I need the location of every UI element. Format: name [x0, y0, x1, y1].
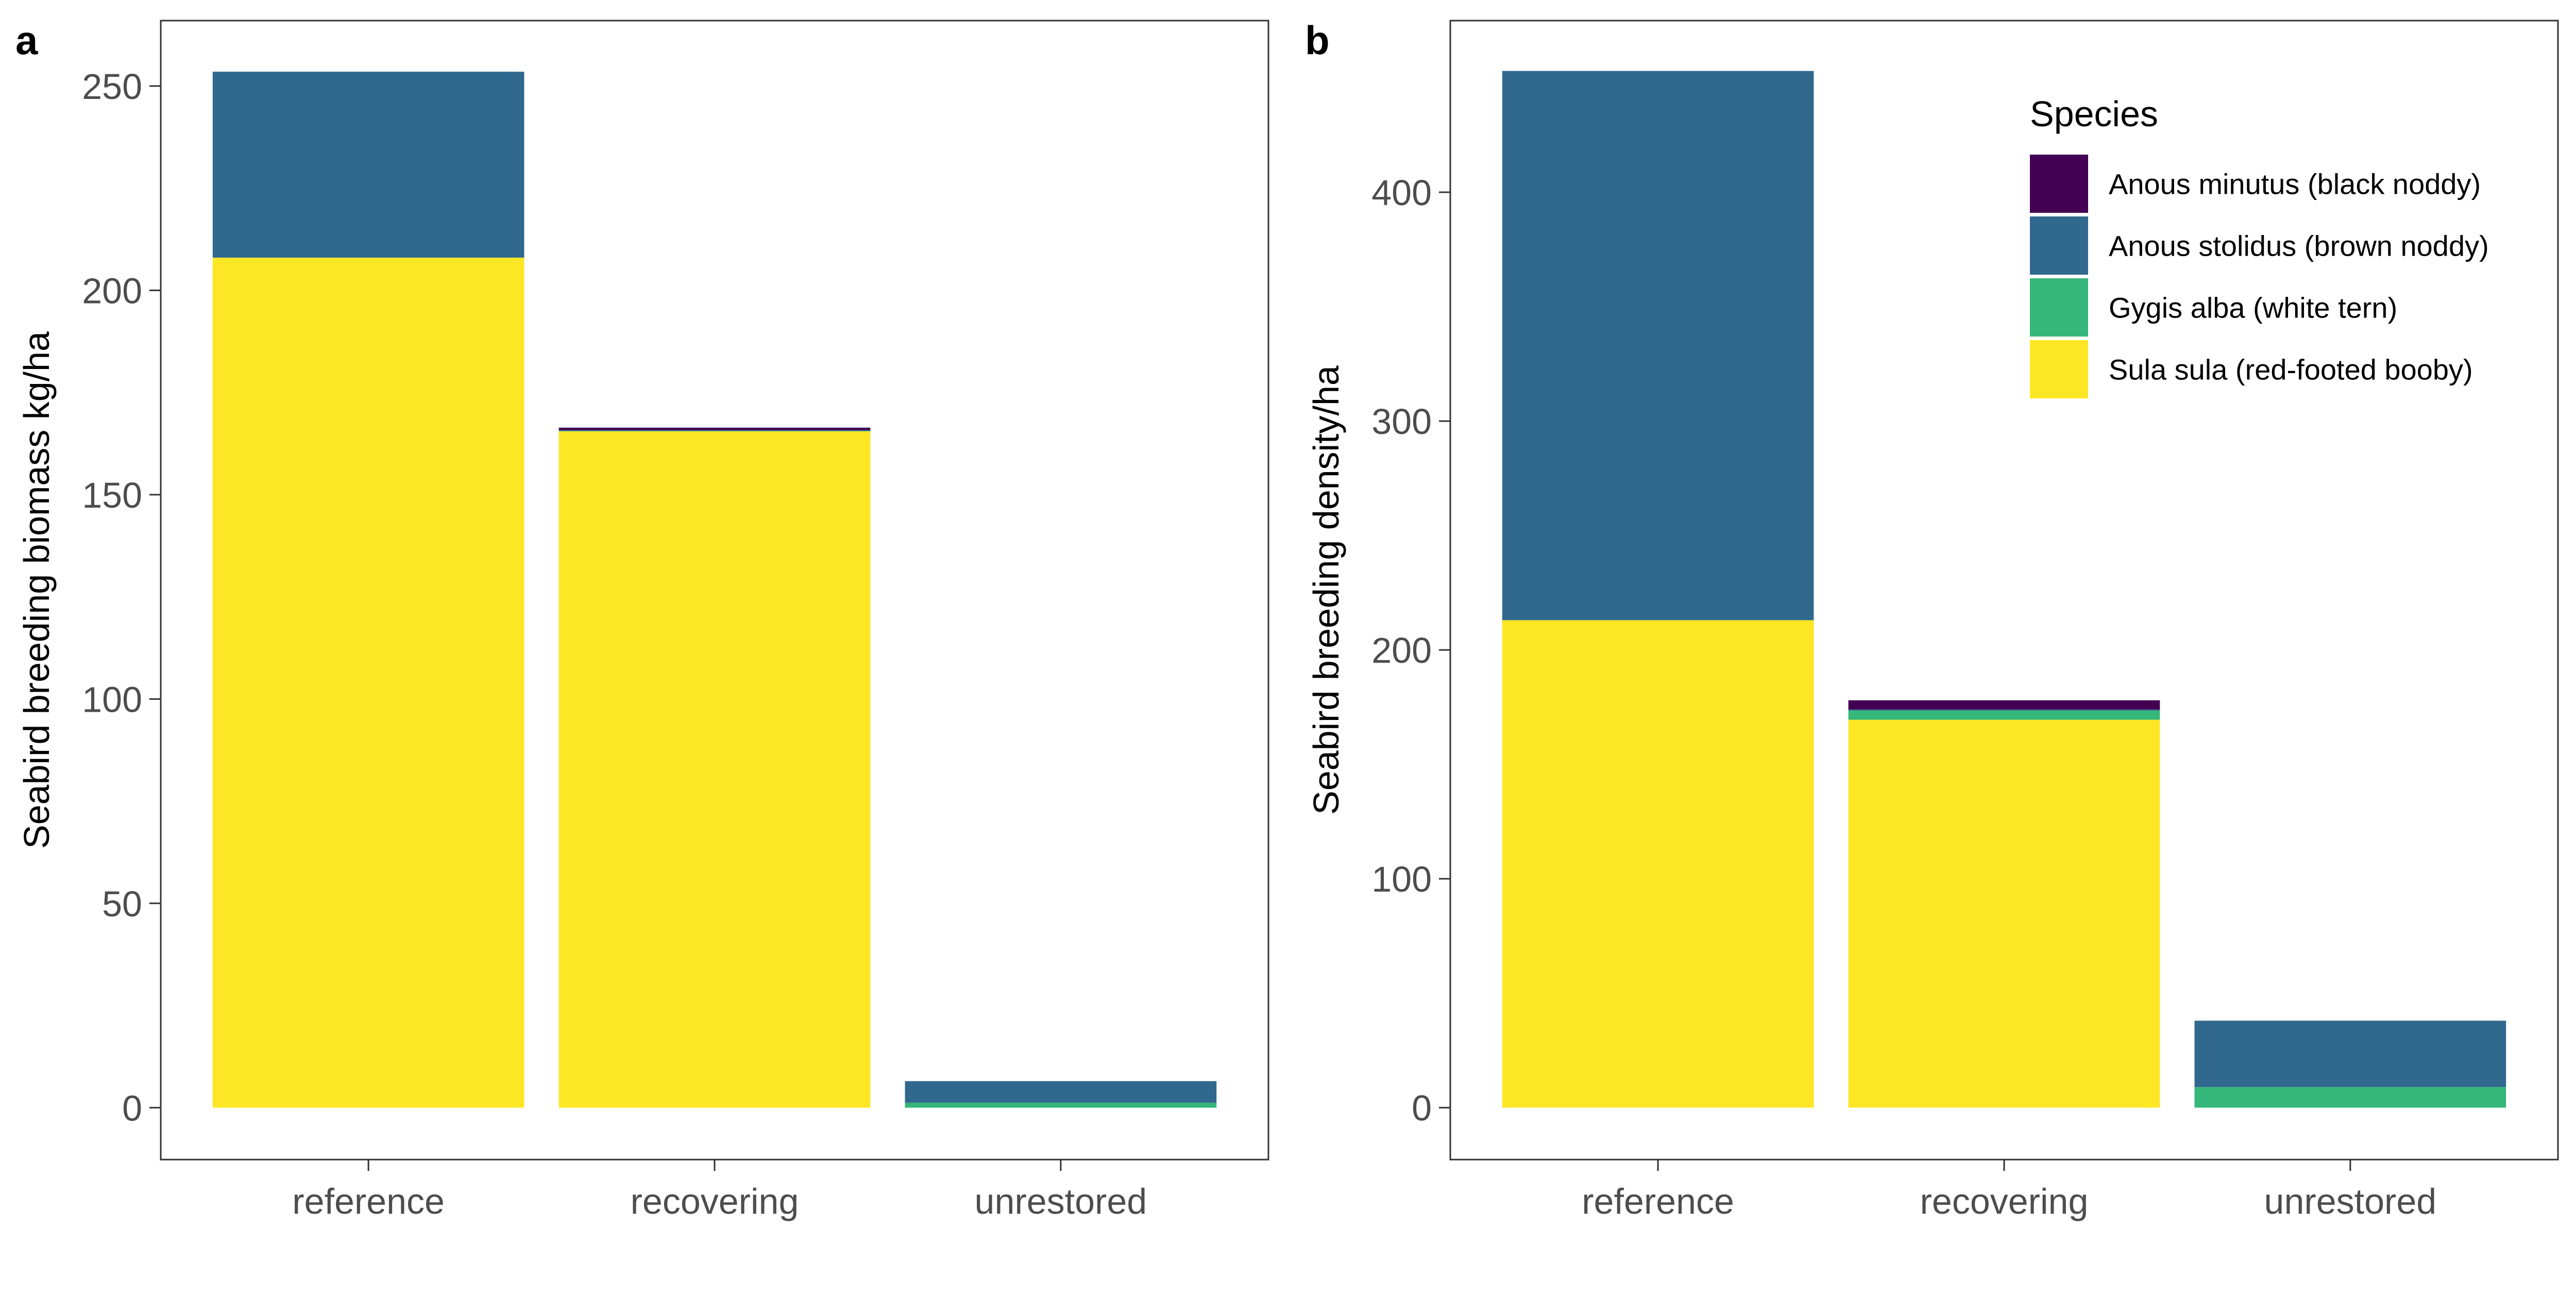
bar-segment	[2194, 1020, 2506, 1087]
x-tick-label: unrestored	[975, 1181, 1147, 1221]
bar-segment	[1502, 620, 1814, 1108]
y-tick-label: 0	[1412, 1088, 1432, 1128]
panel-label: a	[15, 18, 38, 63]
x-tick-label: recovering	[1920, 1181, 2089, 1221]
y-tick-label: 200	[82, 271, 142, 311]
bar-segment	[1848, 709, 2160, 711]
y-axis-title: Seabird breeding biomass kg/ha	[16, 331, 57, 849]
y-tick-label: 400	[1371, 173, 1432, 213]
legend-key	[2030, 155, 2088, 213]
x-tick-label: reference	[1582, 1181, 1734, 1221]
bar-segment	[558, 427, 871, 430]
y-tick-label: 100	[82, 679, 142, 719]
bar-segment	[1848, 719, 2160, 1108]
bar-segment	[212, 257, 524, 1108]
bar-segment	[212, 72, 524, 258]
y-tick-label: 0	[122, 1088, 142, 1128]
legend-key	[2030, 216, 2088, 275]
x-tick-label: recovering	[631, 1181, 799, 1221]
bar-segment	[905, 1102, 1217, 1108]
legend-key	[2030, 278, 2088, 337]
bar-segment	[558, 431, 871, 1108]
y-tick-label: 300	[1371, 401, 1432, 442]
bar-segment	[1848, 700, 2160, 710]
y-tick-label: 200	[1371, 630, 1432, 670]
x-tick-label: reference	[292, 1181, 445, 1221]
y-tick-label: 100	[1371, 859, 1432, 899]
legend-item-label: Anous minutus (black noddy)	[2109, 168, 2481, 200]
bar-segment	[905, 1081, 1217, 1103]
y-tick-label: 150	[82, 475, 142, 515]
legend-key	[2030, 340, 2088, 398]
y-tick-label: 250	[82, 66, 142, 107]
panel-label: b	[1305, 18, 1330, 63]
y-tick-label: 50	[102, 884, 142, 924]
x-tick-label: unrestored	[2264, 1181, 2437, 1221]
bar-segment	[1502, 71, 1814, 621]
legend-item-label: Gygis alba (white tern)	[2109, 292, 2397, 324]
legend-title: Species	[2030, 94, 2158, 134]
bar-segment	[1848, 710, 2160, 720]
y-axis-title: Seabird breeding density/ha	[1306, 365, 1346, 815]
bar-segment	[558, 430, 871, 431]
bar-segment	[2194, 1087, 2506, 1108]
legend-item-label: Anous stolidus (brown noddy)	[2109, 230, 2489, 262]
legend-item-label: Sula sula (red-footed booby)	[2109, 354, 2473, 386]
